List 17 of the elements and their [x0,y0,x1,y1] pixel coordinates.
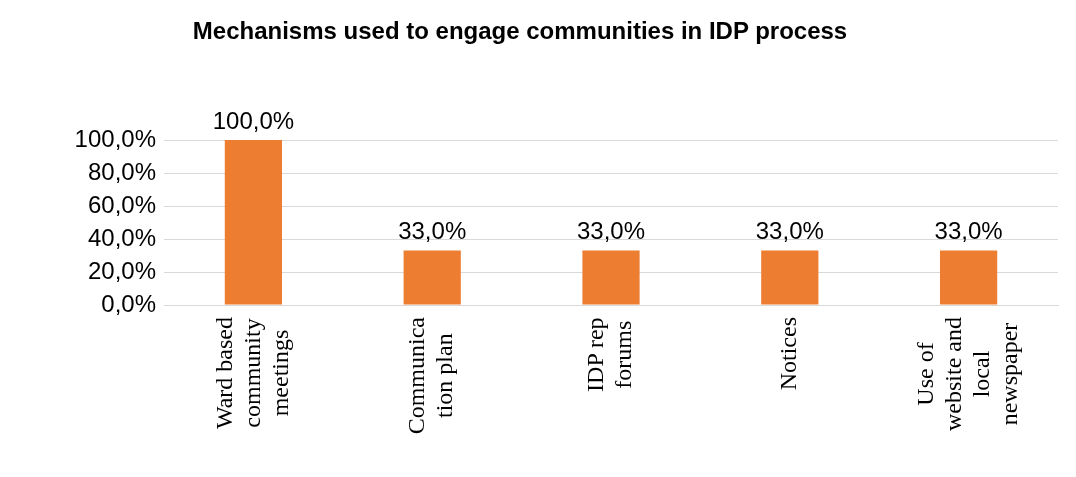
data-label: 33,0% [576,217,646,245]
y-tick-label: 40,0% [87,223,156,251]
x-tick-label: IDP rep forums [582,317,637,392]
data-label: 33,0% [398,217,467,245]
x-tick-label: Use of website and local newspaper [911,317,1022,431]
x-tick-label: Ward based community meetings [210,316,293,430]
x-tick-label: Notices [775,317,802,391]
y-tick-label: 80,0% [87,157,156,185]
y-tick-label: 0,0% [101,289,156,317]
y-tick-label: 20,0% [87,256,156,284]
data-label: 33,0% [755,217,824,245]
y-tick-label: 100,0% [74,124,156,152]
y-tick-label: 60,0% [87,190,156,218]
data-label: 100,0% [212,106,295,134]
x-tick-label: Communica tion plan [403,316,458,435]
data-label: 33,0% [934,217,1003,245]
chart-title: Mechanisms used to engage communities in IDP process [192,16,848,44]
